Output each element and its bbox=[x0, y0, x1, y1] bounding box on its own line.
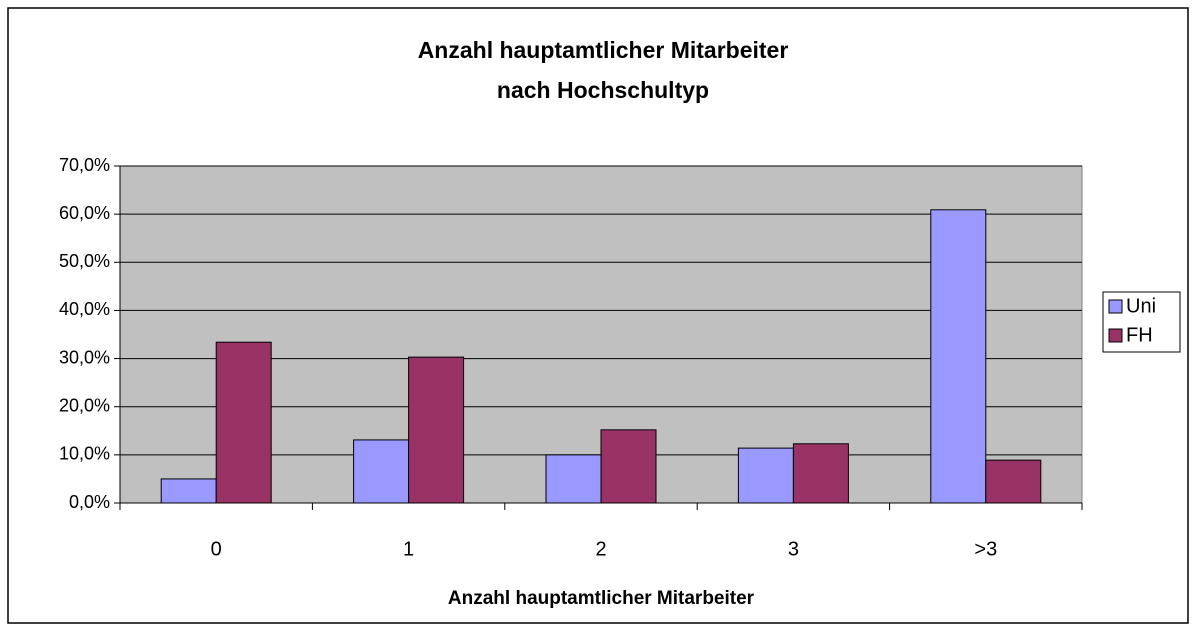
y-tick-label: 50,0% bbox=[59, 251, 110, 271]
x-tick-label: 0 bbox=[211, 538, 222, 560]
bar bbox=[353, 439, 410, 504]
chart-title: Anzahl hauptamtlicher Mitarbeiter bbox=[418, 37, 789, 63]
y-tick-label: 60,0% bbox=[59, 203, 110, 223]
y-tick-label: 70,0% bbox=[59, 155, 110, 175]
y-tick-label: 10,0% bbox=[59, 444, 110, 464]
legend-swatch bbox=[1108, 328, 1123, 343]
bar bbox=[408, 356, 465, 504]
x-axis-title: Anzahl hauptamtlicher Mitarbeiter bbox=[448, 588, 755, 609]
legend-label: Uni bbox=[1126, 295, 1156, 317]
bar bbox=[930, 209, 987, 504]
bar bbox=[160, 478, 217, 504]
x-tick-label: 2 bbox=[595, 538, 606, 560]
y-tick-label: 30,0% bbox=[59, 347, 110, 367]
y-tick-label: 40,0% bbox=[59, 299, 110, 319]
chart-title: nach Hochschultyp bbox=[497, 77, 709, 103]
x-tick-label: >3 bbox=[974, 538, 997, 560]
bar bbox=[545, 454, 602, 504]
x-tick-label: 3 bbox=[788, 538, 799, 560]
y-tick-label: 20,0% bbox=[59, 395, 110, 415]
bar bbox=[215, 341, 272, 504]
bar bbox=[985, 459, 1042, 504]
x-tick-label: 1 bbox=[403, 538, 414, 560]
legend-label: FH bbox=[1126, 324, 1153, 346]
bar bbox=[600, 429, 657, 504]
bar bbox=[792, 443, 849, 504]
legend-swatch bbox=[1108, 299, 1123, 314]
y-tick-label: 0,0% bbox=[69, 492, 110, 512]
bar bbox=[737, 447, 794, 504]
